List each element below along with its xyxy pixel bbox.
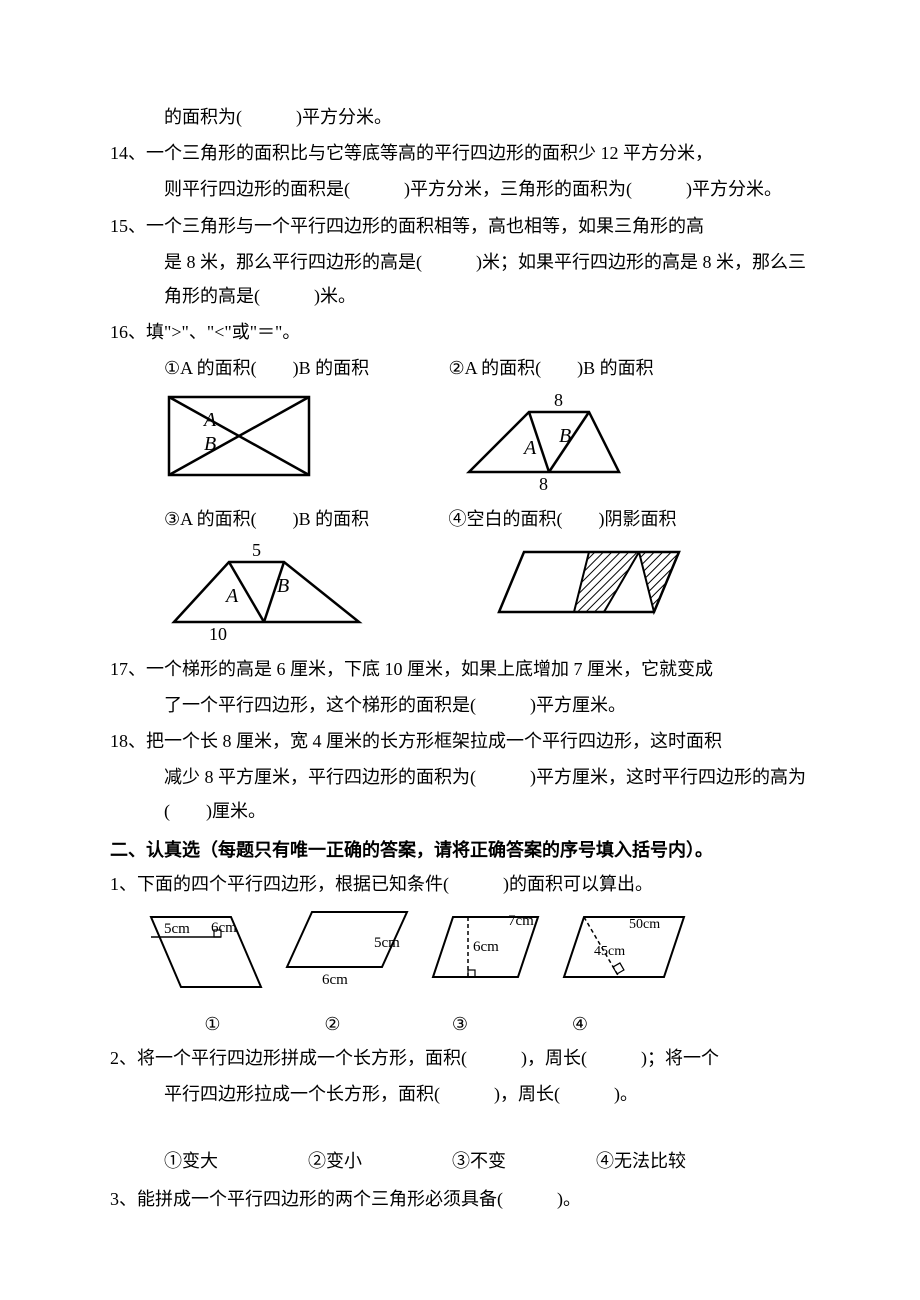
q17: 17、一个梯形的高是 6 厘米，下底 10 厘米，如果上底增加 7 厘米，它就变… — [110, 652, 810, 686]
s2q1-opt4: ④ — [525, 1007, 635, 1041]
q16-row2-labels: ③A 的面积( )B 的面积 ④空白的面积( )阴影面积 — [110, 502, 810, 536]
q16-fig4 — [494, 542, 684, 622]
q18-text: 把一个长 8 厘米，宽 4 厘米的长方形框架拉成一个平行四边形，这时面积 — [146, 731, 722, 751]
q15-cont: 是 8 米，那么平行四边形的高是( )米；如果平行四边形的高是 8 米，那么三角… — [110, 245, 810, 313]
svg-text:45cm: 45cm — [594, 944, 625, 959]
q18-num: 18、 — [110, 731, 146, 751]
q16-fig2: 8 A B 8 — [454, 392, 634, 492]
s2q3-num: 3、 — [110, 1189, 137, 1209]
s2q1-figs: 5cm 6cm 5cm 6cm 6cm 7cm 45cm 50cm — [110, 907, 810, 997]
s2q2-opt4: ④无法比较 — [596, 1144, 686, 1178]
s2q1-text: 下面的四个平行四边形，根据已知条件( )的面积可以算出。 — [137, 874, 653, 894]
q15-num: 15、 — [110, 216, 146, 236]
svg-text:8: 8 — [554, 392, 563, 410]
q14: 14、一个三角形的面积比与它等底等高的平行四边形的面积少 12 平方分米， — [110, 136, 810, 170]
s2q1-opt2: ② — [270, 1007, 395, 1041]
s2q2-opt2: ②变小 — [308, 1144, 362, 1178]
q17-text: 一个梯形的高是 6 厘米，下底 10 厘米，如果上底增加 7 厘米，它就变成 — [146, 659, 713, 679]
svg-text:B: B — [277, 575, 289, 597]
q16-text: 填">"、"<"或"＝"。 — [146, 322, 300, 342]
svg-text:A: A — [522, 437, 537, 459]
q17-num: 17、 — [110, 659, 146, 679]
s2q1-fig4: 45cm 50cm — [559, 907, 689, 992]
svg-text:6cm: 6cm — [211, 920, 237, 936]
svg-text:50cm: 50cm — [629, 917, 660, 932]
s2q2-opt1: ①变大 — [164, 1144, 218, 1178]
q16-figrow1: A B 8 A B 8 — [110, 392, 810, 492]
q16-sub1: ①A 的面积( )B 的面积 — [164, 351, 444, 385]
q14-cont: 则平行四边形的面积是( )平方分米，三角形的面积为( )平方分米。 — [110, 172, 810, 206]
q16: 16、填">"、"<"或"＝"。 — [110, 315, 810, 349]
svg-text:A: A — [224, 585, 239, 607]
q17-cont: 了一个平行四边形，这个梯形的面积是( )平方厘米。 — [110, 688, 810, 722]
s2q3: 3、能拼成一个平行四边形的两个三角形必须具备( )。 — [110, 1182, 810, 1216]
s2q2-cont: 平行四边形拉成一个长方形，面积( )，周长( )。 — [110, 1077, 810, 1111]
svg-text:B: B — [559, 425, 571, 447]
s2q2-num: 2、 — [110, 1048, 137, 1068]
q18: 18、把一个长 8 厘米，宽 4 厘米的长方形框架拉成一个平行四边形，这时面积 — [110, 724, 810, 758]
q15-text: 一个三角形与一个平行四边形的面积相等，高也相等，如果三角形的高 — [146, 216, 704, 236]
svg-text:A: A — [202, 409, 217, 431]
s2q1-opts: ① ② ③ ④ — [110, 1007, 810, 1041]
s2q3-text: 能拼成一个平行四边形的两个三角形必须具备( )。 — [137, 1189, 581, 1209]
q16-sub4: ④空白的面积( )阴影面积 — [449, 509, 677, 529]
s2q2-text: 将一个平行四边形拼成一个长方形，面积( )，周长( )；将一个 — [137, 1048, 719, 1068]
q16-num: 16、 — [110, 322, 146, 342]
s2q2-opt3: ③不变 — [452, 1144, 506, 1178]
s2q1-fig2: 5cm 6cm — [282, 907, 412, 992]
svg-text:B: B — [204, 433, 216, 455]
s2q1-num: 1、 — [110, 874, 137, 894]
q16-row1-labels: ①A 的面积( )B 的面积 ②A 的面积( )B 的面积 — [110, 351, 810, 385]
q14-text: 一个三角形的面积比与它等底等高的平行四边形的面积少 12 平方分米， — [146, 143, 713, 163]
q14-num: 14、 — [110, 143, 146, 163]
s2q1-fig3: 6cm 7cm — [428, 907, 543, 992]
q15: 15、一个三角形与一个平行四边形的面积相等，高也相等，如果三角形的高 — [110, 209, 810, 243]
s2q1-fig1: 5cm 6cm — [146, 907, 266, 997]
svg-text:6cm: 6cm — [322, 972, 348, 988]
q16-sub3: ③A 的面积( )B 的面积 — [164, 502, 444, 536]
svg-text:5cm: 5cm — [374, 935, 400, 951]
svg-text:7cm: 7cm — [508, 913, 534, 929]
q18-cont: 减少 8 平方厘米，平行四边形的面积为( )平方厘米，这时平行四边形的高为( )… — [110, 760, 810, 828]
section2-heading: 二、认真选（每题只有唯一正确的答案，请将正确答案的序号填入括号内）。 — [110, 833, 810, 867]
s2q2: 2、将一个平行四边形拼成一个长方形，面积( )，周长( )；将一个 — [110, 1041, 810, 1075]
s2q1: 1、下面的四个平行四边形，根据已知条件( )的面积可以算出。 — [110, 867, 810, 901]
svg-text:6cm: 6cm — [473, 939, 499, 955]
s2q1-opt1: ① — [155, 1007, 270, 1041]
q13-cont: 的面积为( )平方分米。 — [110, 100, 810, 134]
svg-text:5cm: 5cm — [164, 921, 190, 937]
svg-text:8: 8 — [539, 474, 548, 492]
svg-text:5: 5 — [252, 542, 261, 560]
q16-sub2: ②A 的面积( )B 的面积 — [449, 358, 654, 378]
s2q2-opts: ①变大 ②变小 ③不变 ④无法比较 — [110, 1144, 810, 1178]
s2q1-opt3: ③ — [395, 1007, 525, 1041]
q16-fig1: A B — [164, 392, 314, 482]
q16-fig3: 5 A B 10 — [164, 542, 364, 642]
q16-figrow2: 5 A B 10 — [110, 542, 810, 642]
svg-text:10: 10 — [209, 624, 227, 642]
